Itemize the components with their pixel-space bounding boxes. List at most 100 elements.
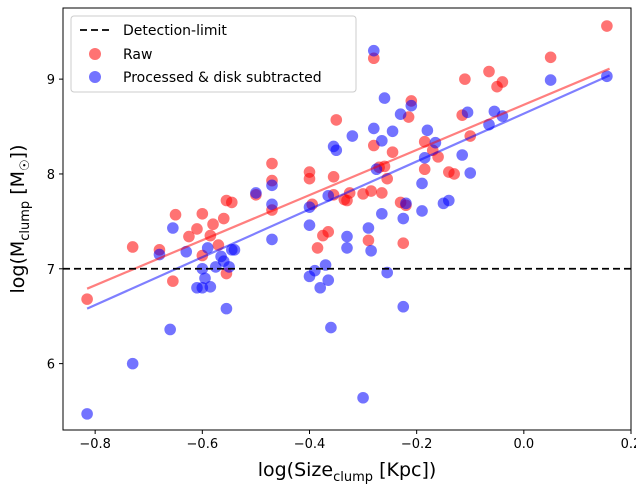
processed-point [376,207,388,220]
processed-point [330,144,343,157]
raw-point [167,275,179,287]
processed-point [346,130,359,142]
processed-point [209,261,222,273]
processed-fit-line [86,74,611,310]
processed-point [416,177,428,190]
processed-point [400,197,412,210]
x-tick-label: −0.2 [401,437,433,452]
processed-point [228,244,241,256]
legend-detection-limit-label: Detection-limit [123,23,227,39]
processed-point [309,264,321,277]
processed-point [464,167,477,179]
raw-point [322,226,335,238]
raw-point [397,237,410,249]
processed-point [325,321,337,334]
raw-point [483,65,495,78]
processed-point [461,106,474,119]
processed-point [196,262,209,275]
processed-point [314,281,327,294]
processed-point [164,323,176,336]
processed-point [386,125,399,138]
legend-processed-label: Processed & disk subtracted [123,70,322,86]
raw-point [81,293,93,305]
raw-point [196,207,209,220]
raw-point [207,218,219,231]
processed-point [367,44,380,57]
raw-point [303,166,316,178]
raw-point [386,146,399,158]
processed-point [421,124,434,137]
raw-point [327,171,340,183]
raw-point [225,196,238,209]
processed-point [201,242,214,254]
processed-point [266,198,278,211]
x-tick-label: −0.4 [294,437,326,452]
raw-point [169,208,182,221]
processed-point [367,122,380,135]
processed-point [405,99,418,112]
axes-frame [62,7,632,431]
processed-point [126,357,139,370]
plot-content [81,20,613,420]
processed-point [199,272,211,285]
processed-point [394,108,407,121]
y-tick-label: 9 [47,73,55,88]
x-tick-label: 0.2 [621,437,636,452]
processed-point [223,261,235,273]
raw-point [448,168,460,180]
raw-point [496,76,509,88]
processed-point [266,233,278,246]
legend-raw-label: Raw [123,47,152,63]
raw-point [126,241,139,253]
processed-point [81,408,93,420]
processed-point [544,74,557,86]
x-tick-label: −0.6 [187,437,219,452]
x-axis-label: log(Sizeclump [Kpc]) [258,459,437,485]
raw-point [362,234,375,247]
processed-point [220,302,233,315]
raw-point [191,223,203,235]
processed-point [357,391,369,404]
processed-point [456,149,469,161]
raw-point [459,73,471,85]
y-tick-label: 6 [47,358,55,373]
processed-point [378,92,391,104]
y-tick-label: 8 [47,168,55,183]
raw-point [330,114,343,126]
processed-point [250,187,262,199]
legend: Detection-limit Raw Processed & disk sub… [70,15,357,93]
processed-point [397,300,410,313]
y-axis-label: log(Mclump [M☉]) [7,144,33,293]
legend-box [70,15,357,93]
processed-point [204,281,217,293]
legend-processed-marker [89,71,101,83]
processed-point [397,212,410,225]
raw-point [183,230,195,243]
processed-point [167,222,179,234]
raw-point [544,51,557,64]
processed-point [362,222,375,234]
raw-point [217,212,230,225]
x-tick-label: −0.8 [79,437,111,452]
x-axis-ticks: −0.8 −0.6 −0.4 −0.2 0.0 0.2 [79,430,636,452]
processed-point [443,194,455,207]
raw-point [601,20,613,32]
legend-raw-marker [89,48,101,60]
processed-point [341,242,353,254]
x-tick-label: 0.0 [513,437,534,452]
processed-point [365,244,377,257]
y-axis-ticks: 6 7 8 9 [47,73,63,373]
raw-fit-line [86,67,610,290]
processed-point [416,205,428,217]
raw-point [266,157,278,170]
raw-point [311,242,324,254]
processed-point [341,230,353,243]
processed-point [303,219,316,231]
y-tick-label: 7 [47,263,55,278]
raw-point [376,187,388,199]
processed-point [322,274,335,286]
processed-point [266,179,278,192]
raw-point [365,185,377,197]
processed-point [376,134,388,147]
